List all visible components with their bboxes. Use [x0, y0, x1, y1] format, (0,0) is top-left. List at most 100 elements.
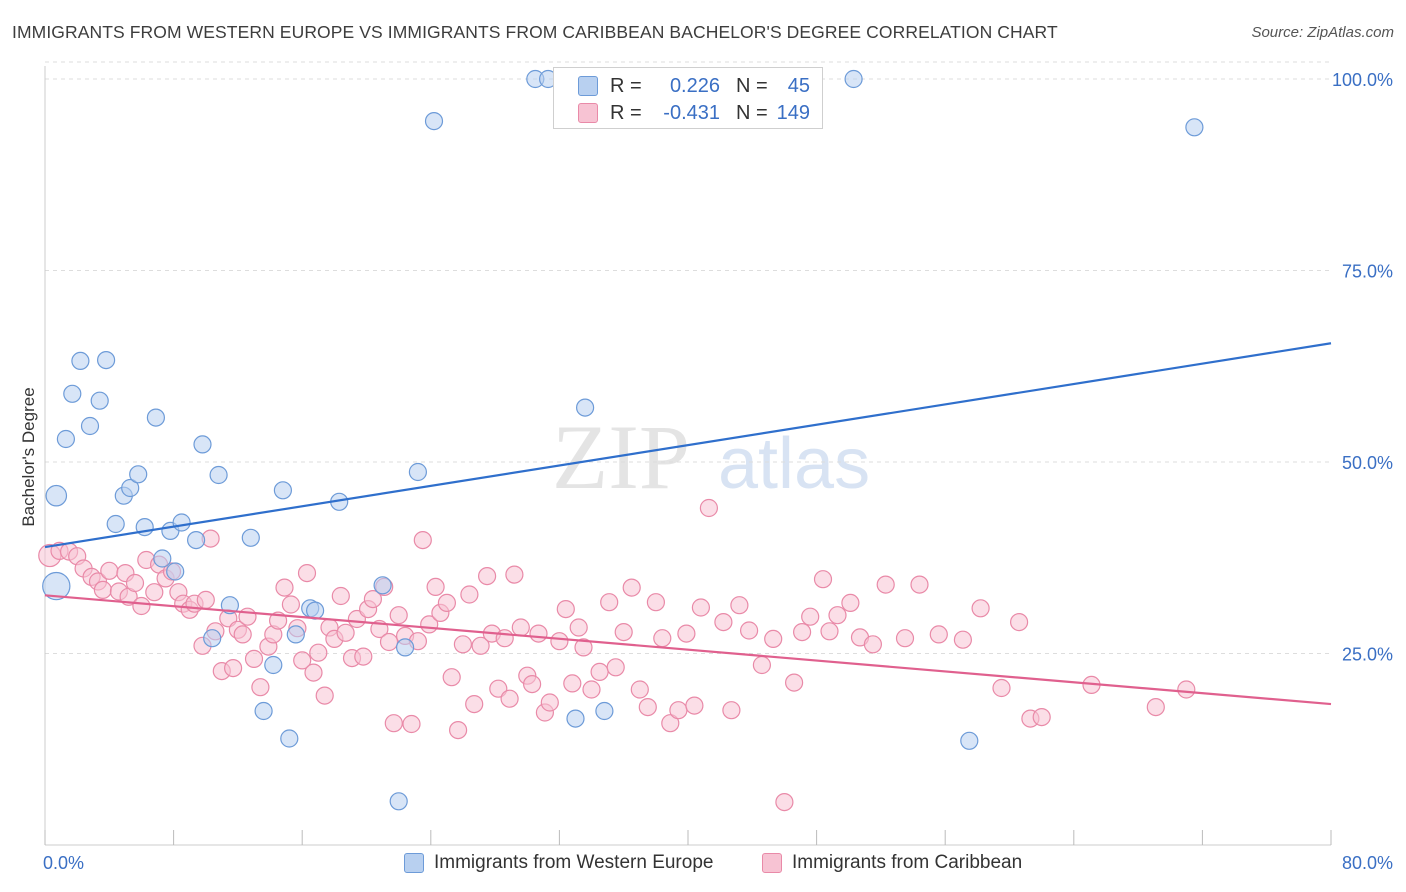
x-tick-label-min: 0.0%	[43, 853, 84, 873]
blue-point	[286, 625, 305, 644]
pink-point	[1146, 697, 1165, 717]
blue-point	[424, 111, 444, 131]
pink-point	[563, 674, 582, 693]
blue-point	[187, 530, 206, 550]
chart-source: Source: ZipAtlas.com	[1251, 24, 1394, 41]
legend-swatch-pink	[762, 853, 782, 873]
y-tick-label: 25.0%	[1342, 645, 1393, 665]
pink-point	[699, 498, 719, 518]
r-label: R =	[610, 101, 642, 124]
stats-row-caribbean: R = -0.431 N = 149	[554, 100, 810, 126]
legend-item-caribbean: Immigrants from Caribbean	[762, 852, 1022, 874]
blue-point	[80, 416, 100, 436]
blue-point	[166, 562, 185, 581]
pink-point	[1032, 707, 1051, 727]
pink-point	[582, 680, 601, 699]
n-label: N =	[736, 74, 768, 97]
pink-point	[895, 629, 915, 648]
blue-point	[106, 514, 125, 534]
blue-point	[595, 701, 614, 721]
blue-point	[172, 513, 191, 532]
pink-point	[413, 530, 432, 550]
n-label: N =	[736, 101, 768, 124]
pink-point	[402, 714, 421, 734]
pink-point	[505, 565, 524, 584]
blue-point	[575, 398, 595, 417]
y-tick-label: 100.0%	[1332, 70, 1393, 90]
pink-point	[929, 625, 948, 644]
pink-point	[792, 622, 812, 642]
blue-point	[71, 351, 90, 370]
pink-point	[752, 655, 772, 675]
pink-point	[233, 625, 252, 644]
blue-point	[241, 528, 260, 547]
pink-point	[465, 694, 484, 714]
pink-point	[93, 580, 113, 600]
pink-point	[828, 606, 847, 625]
blue-point	[280, 729, 299, 748]
y-tick-label: 50.0%	[1342, 453, 1393, 473]
blue-point	[209, 465, 228, 485]
pink-point	[478, 566, 497, 586]
pink-point	[336, 623, 355, 642]
pink-point	[600, 593, 619, 612]
pink-point	[132, 596, 151, 616]
pink-point	[315, 686, 334, 705]
n-value: 45	[787, 74, 810, 97]
pink-point	[389, 606, 408, 625]
pink-point	[331, 586, 350, 606]
blue-point	[96, 351, 116, 370]
pink-point	[638, 697, 657, 717]
pink-point	[550, 632, 569, 651]
pink-point	[841, 593, 860, 613]
pink-point	[669, 701, 688, 720]
pink-point	[125, 573, 145, 593]
pink-point	[460, 585, 479, 604]
pink-point	[437, 593, 456, 613]
blue-point	[396, 638, 415, 657]
blue-point	[193, 435, 212, 454]
pink-point	[971, 599, 990, 618]
pink-point	[540, 693, 559, 712]
stats-box: R = 0.226 N = 45 R = -0.431 N = 149	[553, 67, 823, 129]
pink-point	[500, 689, 519, 708]
blue-point	[121, 478, 140, 498]
pink-point	[813, 570, 833, 589]
stats-row-western-europe: R = 0.226 N = 45	[554, 73, 810, 99]
pink-point	[574, 638, 593, 657]
n-value: 149	[776, 101, 810, 124]
pink-point	[453, 635, 472, 654]
pink-point	[244, 649, 264, 669]
pink-point	[614, 622, 633, 642]
axes	[44, 66, 1332, 846]
pink-point	[529, 624, 548, 643]
blue-point	[220, 596, 239, 615]
pink-point	[238, 607, 257, 626]
pink-point	[275, 578, 294, 597]
blue-point	[373, 576, 392, 595]
pink-point	[354, 647, 373, 666]
r-value: 0.226	[669, 74, 720, 97]
chart-title: IMMIGRANTS FROM WESTERN EUROPE VS IMMIGR…	[12, 22, 1058, 42]
blue-point	[42, 571, 71, 601]
blue-swatch	[578, 76, 598, 96]
legend-label: Immigrants from Western Europe	[434, 852, 714, 873]
pink-point	[569, 618, 588, 637]
pink-point	[730, 596, 749, 615]
legend-label: Immigrants from Caribbean	[792, 852, 1023, 873]
pink-point	[685, 696, 704, 715]
y-tick-label: 75.0%	[1342, 262, 1393, 282]
pink-point	[739, 621, 759, 640]
r-value: -0.431	[663, 101, 720, 124]
pink-point	[653, 629, 672, 648]
pink-point	[100, 561, 119, 580]
blue-point	[129, 465, 148, 484]
pink-swatch	[578, 103, 598, 123]
y-axis-label: Bachelor's Degree	[19, 387, 38, 526]
blue-point	[45, 484, 68, 507]
pink-point	[677, 624, 696, 643]
pink-point	[251, 678, 270, 697]
gridlines	[45, 61, 1331, 654]
pink-point	[876, 575, 895, 594]
legend-swatch-blue	[404, 853, 424, 873]
